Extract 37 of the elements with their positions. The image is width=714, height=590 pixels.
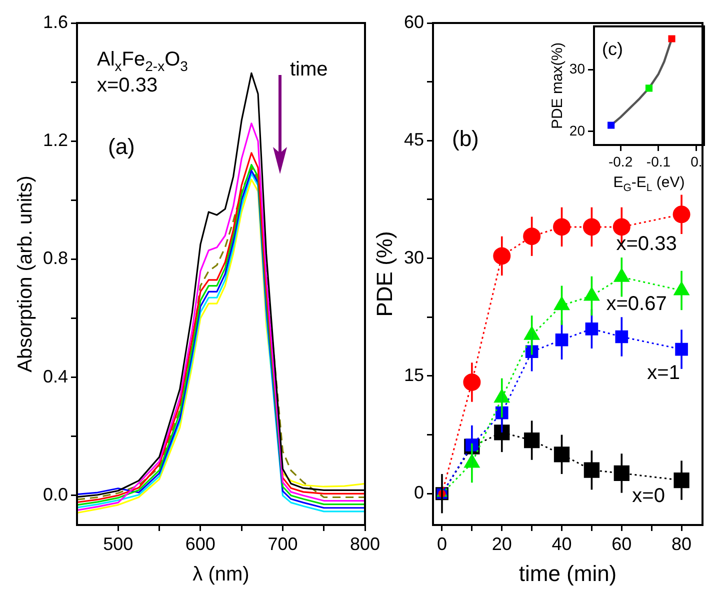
y-tick-label: 45 (404, 130, 424, 150)
series-label: x=1 (647, 362, 680, 384)
x-tick-label: 500 (103, 534, 134, 554)
x-tick-label: -0.2 (608, 153, 633, 170)
y-tick-label: 1.2 (42, 130, 68, 150)
y-tick-label: 15 (404, 364, 424, 385)
x-tick-label: 800 (350, 534, 380, 554)
y-tick-label: 0.4 (42, 366, 68, 386)
x-tick-label: -0.1 (646, 153, 671, 170)
x-tick-label: 60 (612, 534, 632, 554)
x-axis-title: λ (nm) (192, 564, 250, 586)
y-tick-label: 0.8 (42, 248, 68, 268)
x-tick-label: 80 (672, 534, 692, 554)
y-tick-label: 30 (404, 247, 424, 268)
series-label: x=0 (632, 484, 665, 507)
annotation: (c) (602, 38, 623, 59)
y-tick-label: 0 (414, 482, 424, 503)
x-tick-label: 600 (185, 534, 216, 554)
y-tick-label: 30 (569, 60, 586, 76)
annotation: x=0.33 (97, 74, 158, 97)
annotation: (a) (108, 134, 135, 160)
x-tick-label: 40 (552, 534, 572, 554)
y-tick-label: 60 (404, 12, 424, 32)
series-label: x=0.33 (616, 232, 677, 255)
y-tick-label: 1.6 (42, 12, 68, 32)
x-axis-title: time (min) (518, 561, 617, 586)
annotation: time (290, 58, 328, 81)
x-tick-label: 20 (492, 534, 512, 554)
annotation: (b) (452, 126, 479, 152)
x-tick-label: 700 (268, 534, 298, 554)
y-tick-label: 0.0 (42, 484, 68, 504)
y-axis-title: PDE max(%) (549, 42, 566, 130)
x-tick-label: 0. (690, 153, 702, 170)
x-tick-label: 0 (436, 534, 447, 554)
y-axis-title: Absorption (arb. units) (14, 176, 37, 372)
y-axis-title: PDE (%) (372, 231, 398, 317)
series-label: x=0.67 (606, 292, 667, 315)
